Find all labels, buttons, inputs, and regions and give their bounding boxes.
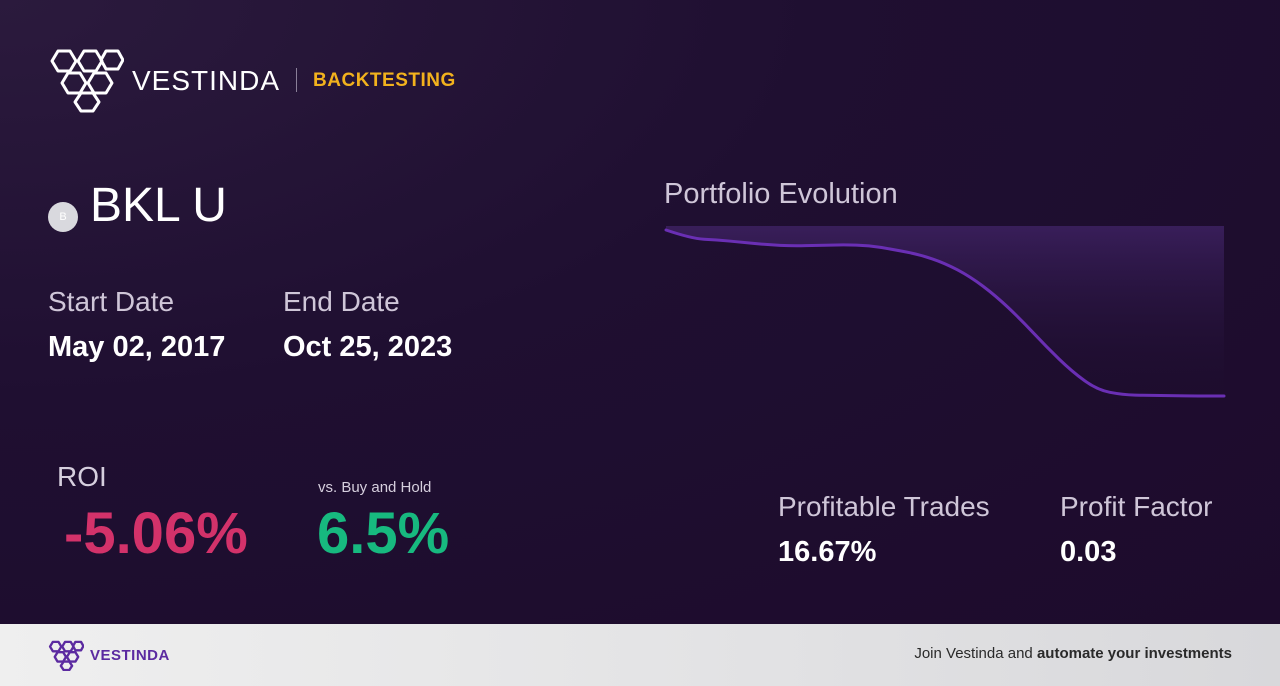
- footer-bar: VESTINDA Join Vestinda and automate your…: [0, 624, 1280, 686]
- profitable-trades-value: 16.67%: [778, 536, 877, 568]
- header-logo[interactable]: VESTINDA BACKTESTING: [48, 47, 456, 113]
- chart-title: Portfolio Evolution: [664, 178, 898, 210]
- start-date-value: May 02, 2017: [48, 331, 226, 363]
- profitable-trades-label: Profitable Trades: [778, 491, 990, 522]
- buy-hold-label: vs. Buy and Hold: [318, 479, 432, 496]
- portfolio-evolution-chart: [664, 226, 1226, 398]
- footer-cta-prefix: Join Vestinda and: [914, 645, 1037, 662]
- header-divider: [296, 68, 298, 92]
- portfolio-line: [664, 228, 1226, 398]
- vestinda-logo-icon: [48, 640, 84, 671]
- section-tag: BACKTESTING: [313, 70, 456, 91]
- brand-name: VESTINDA: [132, 65, 281, 96]
- portfolio-area: [666, 226, 1224, 396]
- ticker-row: B BKL U: [48, 178, 227, 233]
- profit-factor-label: Profit Factor: [1060, 491, 1213, 522]
- ticker-logo-icon: B: [48, 201, 78, 232]
- start-date-label: Start Date: [48, 286, 175, 317]
- ticker-symbol: BKL U: [90, 179, 227, 232]
- footer-cta[interactable]: Join Vestinda and automate your investme…: [914, 645, 1232, 662]
- roi-label: ROI: [57, 461, 107, 492]
- footer-cta-bold: automate your investments: [1036, 645, 1232, 662]
- roi-value: -5.06%: [64, 501, 248, 566]
- profit-factor-value: 0.03: [1060, 536, 1117, 568]
- end-date-value: Oct 25, 2023: [283, 331, 453, 363]
- end-date-label: End Date: [283, 286, 400, 317]
- footer-brand-name: VESTINDA: [90, 647, 170, 664]
- buy-hold-value: 6.5%: [317, 501, 450, 566]
- vestinda-logo-icon: [50, 49, 124, 113]
- backtest-card: VESTINDA BACKTESTING B BKL U Start Date …: [0, 0, 1280, 624]
- footer-logo[interactable]: VESTINDA: [48, 640, 170, 671]
